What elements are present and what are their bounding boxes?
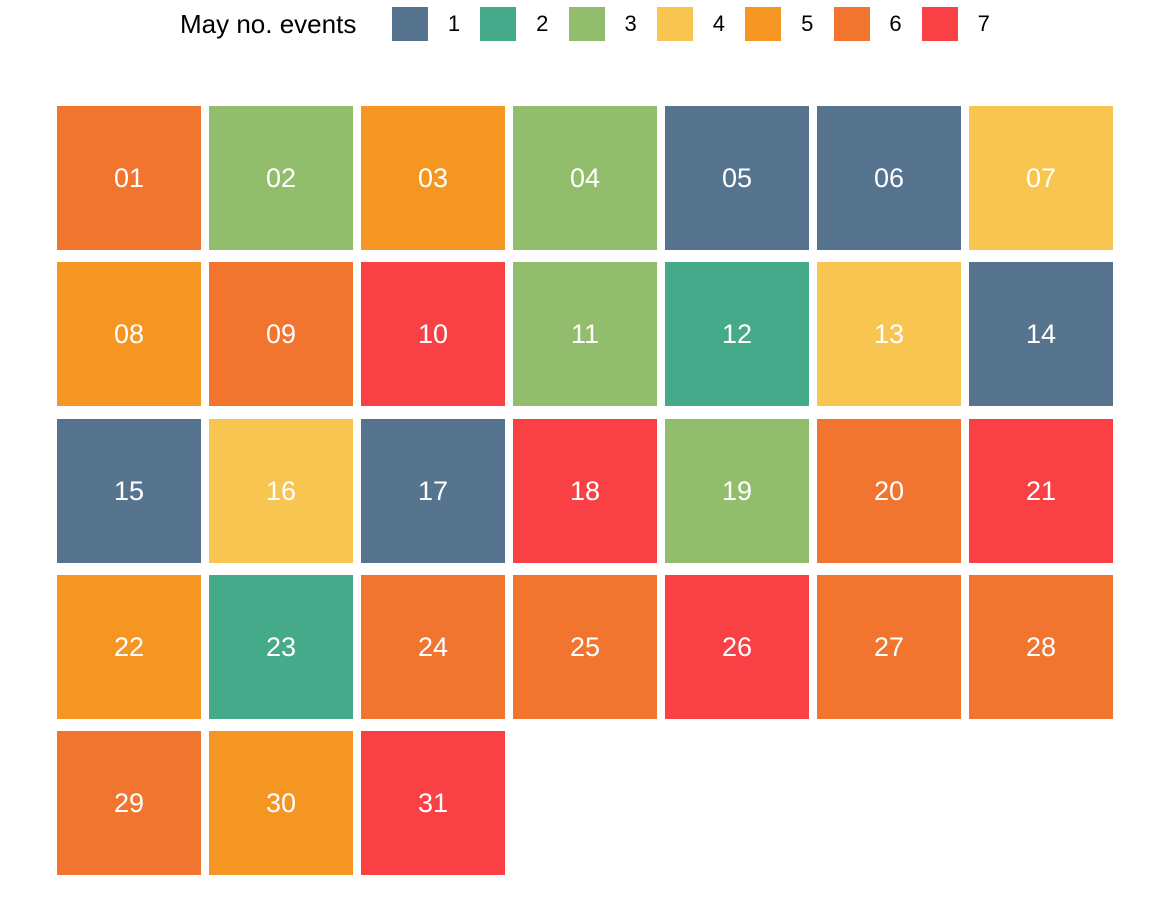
legend-swatch-1 <box>392 7 428 41</box>
legend-swatch-5 <box>745 7 782 41</box>
day-label: 20 <box>873 475 905 506</box>
day-label: 27 <box>873 631 905 662</box>
day-tile-01: 01 <box>57 106 201 250</box>
day-tile-05: 05 <box>665 106 809 250</box>
day-label: 22 <box>113 631 145 662</box>
day-label: 11 <box>570 319 600 350</box>
day-label: 06 <box>873 163 905 193</box>
day-tile-30: 30 <box>209 731 353 875</box>
day-label: 29 <box>113 788 145 818</box>
legend-label-1: 1 <box>447 11 461 36</box>
legend-label-3: 3 <box>624 11 637 36</box>
day-tile-25: 25 <box>513 574 657 719</box>
day-tile-27: 27 <box>817 574 961 719</box>
day-tile-07: 07 <box>969 106 1113 250</box>
day-tile-04: 04 <box>513 106 657 250</box>
legend-label-2: 2 <box>536 11 549 36</box>
day-label: 05 <box>721 163 753 193</box>
day-label: 17 <box>417 475 449 506</box>
day-tile-15: 15 <box>57 418 201 563</box>
legend-label-7: 7 <box>977 11 990 36</box>
day-label: 04 <box>569 163 601 193</box>
day-tile-02: 02 <box>209 106 353 250</box>
day-tile-14: 14 <box>969 262 1113 407</box>
day-label: 12 <box>721 319 753 350</box>
day-label: 21 <box>1025 475 1057 506</box>
legend-swatch-7 <box>921 7 958 41</box>
day-tile-10: 10 <box>361 262 505 407</box>
day-label: 30 <box>265 788 297 818</box>
legend-swatch-6 <box>833 7 870 41</box>
day-tile-20: 20 <box>817 418 961 563</box>
day-label: 02 <box>265 163 297 193</box>
day-label: 16 <box>265 475 297 506</box>
day-label: 26 <box>721 631 753 662</box>
day-label: 19 <box>721 475 753 506</box>
day-tile-09: 09 <box>209 262 353 407</box>
day-label: 31 <box>417 788 449 818</box>
legend-swatch-4 <box>656 7 693 41</box>
legend-swatch-3 <box>568 7 605 41</box>
day-tile-26: 26 <box>665 574 809 719</box>
day-tile-18: 18 <box>513 418 657 563</box>
legend-swatch-2 <box>480 7 517 41</box>
day-tile-11: 11 <box>513 262 657 407</box>
day-label: 13 <box>873 319 905 350</box>
legend-title: May no. events <box>180 9 357 39</box>
day-label: 24 <box>417 631 449 662</box>
day-tile-08: 08 <box>57 262 201 407</box>
day-tile-13: 13 <box>817 262 961 407</box>
day-tile-22: 22 <box>57 574 201 719</box>
day-label: 28 <box>1025 631 1057 662</box>
day-label: 03 <box>417 163 449 193</box>
day-tile-29: 29 <box>57 731 201 875</box>
day-tile-21: 21 <box>969 418 1113 563</box>
chart-legend: May no. events 1 2 3 4 5 6 7 <box>0 0 1171 50</box>
day-label: 23 <box>265 631 297 662</box>
day-tile-31: 31 <box>361 731 505 875</box>
day-label: 08 <box>113 319 145 350</box>
day-tile-24: 24 <box>361 574 505 719</box>
day-tile-17: 17 <box>361 418 505 563</box>
day-tile-16: 16 <box>209 418 353 563</box>
day-tile-12: 12 <box>665 262 809 407</box>
day-tile-19: 19 <box>665 418 809 563</box>
day-tile-23: 23 <box>209 574 353 719</box>
day-label: 18 <box>569 475 601 506</box>
legend-label-4: 4 <box>712 11 726 36</box>
day-label: 14 <box>1025 319 1057 350</box>
legend-label-6: 6 <box>889 11 902 36</box>
legend-label-5: 5 <box>801 11 814 36</box>
day-label: 10 <box>417 319 449 350</box>
day-label: 09 <box>265 319 297 350</box>
day-tile-03: 03 <box>361 106 505 250</box>
day-label: 07 <box>1025 163 1057 193</box>
day-label: 15 <box>113 475 145 506</box>
day-tile-06: 06 <box>817 106 961 250</box>
day-label: 01 <box>113 163 145 193</box>
day-label: 25 <box>569 631 601 662</box>
day-tile-28: 28 <box>969 574 1113 719</box>
